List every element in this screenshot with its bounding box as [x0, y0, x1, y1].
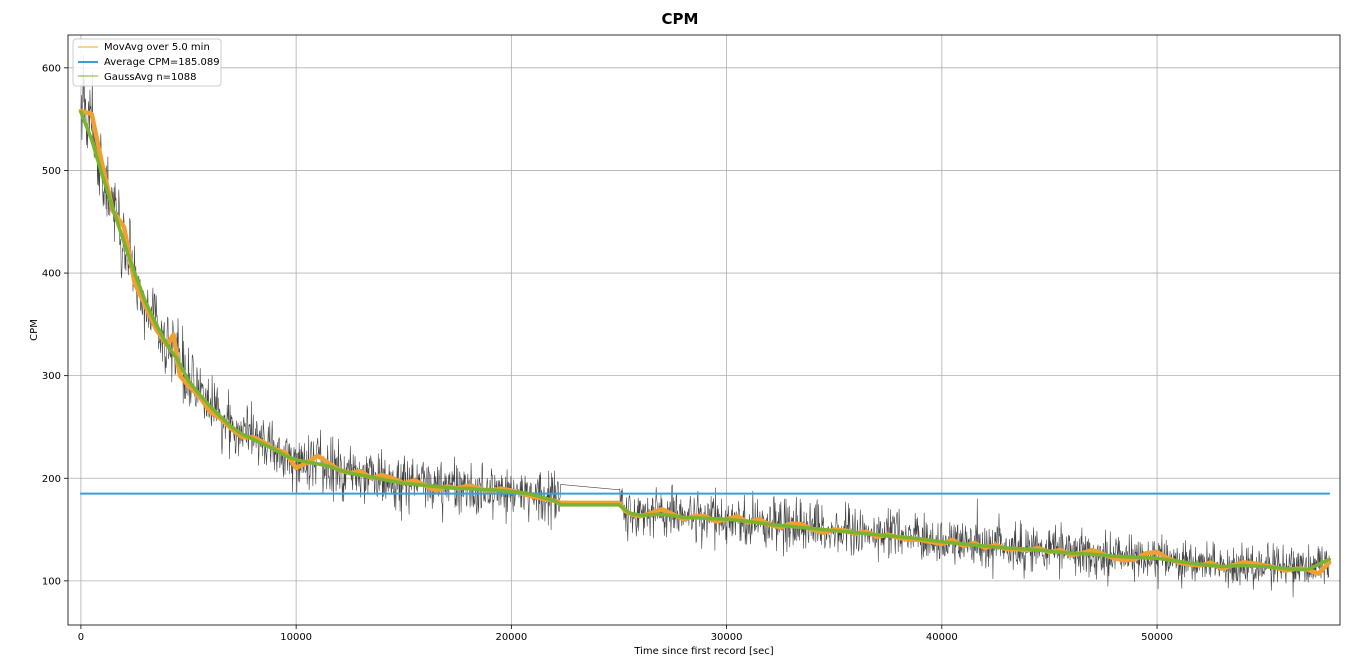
x-tick-label: 30000: [711, 632, 743, 643]
x-axis-label: Time since first record [sec]: [633, 646, 773, 657]
legend-label-average: Average CPM=185.089: [104, 57, 220, 68]
legend-label-gaussavg: GaussAvg n=1088: [104, 72, 197, 83]
grid-lines: [68, 35, 1340, 625]
series-lines: [78, 108, 1332, 576]
y-axis-ticks: 100 200 300 400 500 600: [42, 63, 68, 587]
legend-box: [72, 38, 222, 87]
x-tick-label: 0: [78, 632, 84, 643]
chart-title: CPM: [662, 10, 699, 28]
x-tick-label: 40000: [926, 632, 958, 643]
movavg-line: [78, 108, 1332, 576]
y-axis-label: CPM: [29, 319, 40, 341]
y-tick-label: 600: [42, 63, 61, 74]
legend: MovAvg over 5.0 min Average CPM=185.089 …: [72, 38, 222, 87]
y-tick-label: 500: [42, 166, 61, 177]
y-tick-label: 100: [42, 576, 61, 587]
plot-area-frame: [67, 34, 1341, 626]
x-tick-label: 50000: [1141, 632, 1173, 643]
legend-label-movavg: MovAvg over 5.0 min: [104, 42, 210, 53]
y-tick-label: 400: [42, 269, 61, 280]
gaussavg-line: [79, 110, 1331, 572]
y-tick-label: 200: [42, 474, 61, 485]
x-tick-label: 20000: [495, 632, 527, 643]
y-tick-label: 300: [42, 371, 61, 382]
x-tick-label: 10000: [280, 632, 312, 643]
x-axis-ticks: 0 10000 20000 30000 40000 50000: [78, 625, 1173, 643]
